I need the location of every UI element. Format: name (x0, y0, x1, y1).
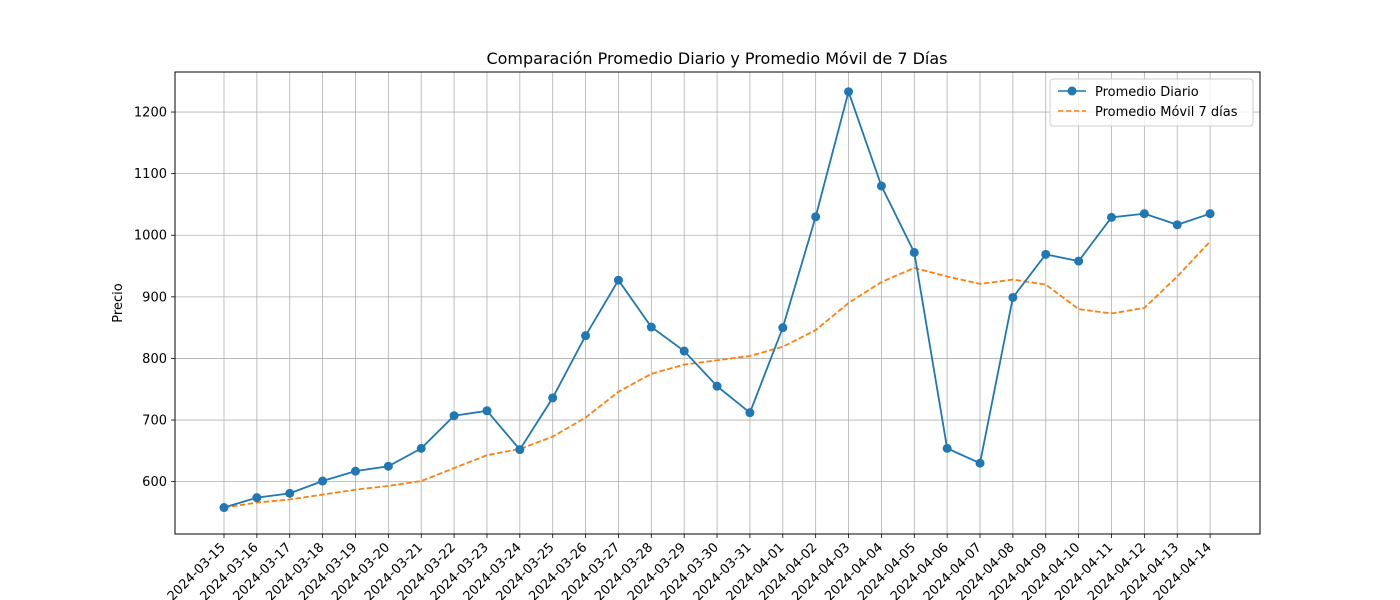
data-point-daily (449, 411, 459, 421)
chart-title: Comparación Promedio Diario y Promedio M… (486, 49, 947, 68)
y-tick-label: 600 (142, 475, 167, 490)
legend-box (1049, 78, 1254, 127)
data-point-daily (1172, 220, 1182, 230)
data-point-daily (1205, 209, 1215, 219)
data-point-daily (318, 476, 328, 486)
y-tick-label: 900 (142, 290, 167, 305)
y-tick-label: 1000 (134, 229, 167, 244)
data-point-daily (778, 323, 788, 333)
series-layer (219, 87, 1215, 513)
data-point-daily (613, 275, 623, 285)
data-point-daily (383, 461, 393, 471)
data-point-daily (219, 503, 229, 513)
data-point-daily (1074, 256, 1084, 266)
data-point-daily (482, 406, 492, 416)
data-point-daily (975, 458, 985, 468)
data-point-daily (1139, 209, 1149, 219)
data-point-daily (1008, 292, 1018, 302)
data-point-daily (252, 493, 262, 503)
data-point-daily (581, 331, 591, 341)
data-point-daily (712, 381, 722, 391)
data-point-daily (942, 443, 952, 453)
legend-label-moving: Promedio Móvil 7 días (1095, 105, 1238, 120)
legend: Promedio Diario Promedio Móvil 7 días (1049, 78, 1254, 127)
data-point-daily (350, 466, 360, 476)
y-axis-ticks: 600 700 800 900 1000 1100 1200 (134, 106, 175, 490)
data-point-daily (811, 212, 821, 222)
data-point-daily (909, 247, 919, 257)
data-point-daily (679, 346, 689, 356)
data-point-daily (515, 445, 525, 455)
data-point-daily (745, 408, 755, 418)
y-tick-label: 800 (142, 352, 167, 367)
data-point-daily (285, 488, 295, 498)
data-point-daily (646, 322, 656, 332)
y-tick-label: 1200 (134, 106, 167, 121)
data-point-daily (844, 87, 854, 97)
y-axis-label: Precio (111, 283, 126, 322)
y-tick-label: 1100 (134, 167, 167, 182)
data-point-daily (1106, 212, 1116, 222)
series-line-moving-average (223, 240, 1211, 509)
data-point-daily (548, 393, 558, 403)
legend-label-daily: Promedio Diario (1095, 85, 1199, 100)
data-point-daily (1041, 249, 1051, 259)
data-point-daily (416, 443, 426, 453)
data-point-daily (876, 181, 886, 191)
y-tick-label: 700 (142, 414, 167, 429)
plot-frame (174, 71, 1261, 535)
legend-marker-daily (1067, 86, 1077, 96)
